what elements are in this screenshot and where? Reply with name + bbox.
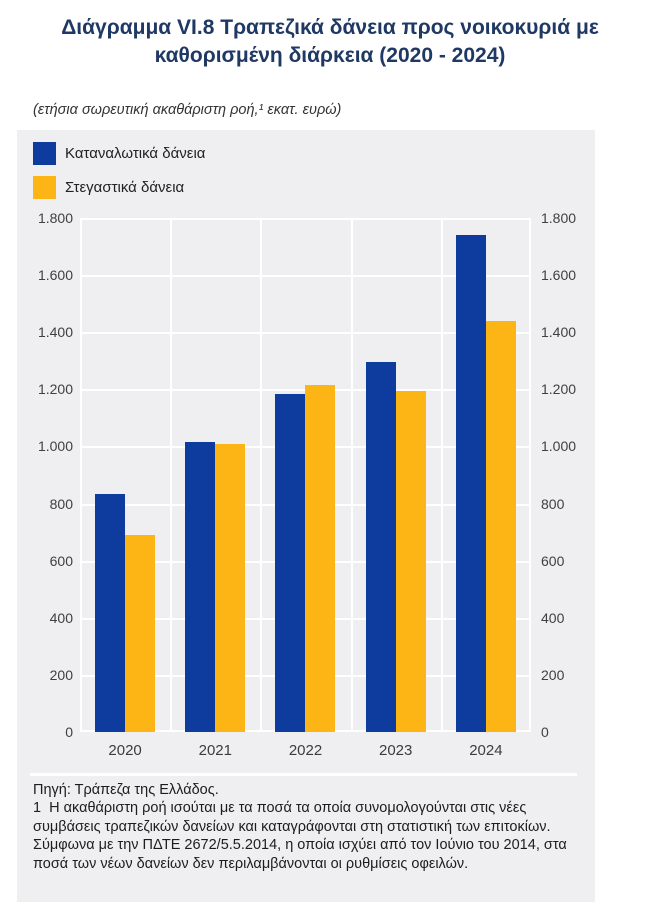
gridline-horizontal bbox=[80, 218, 531, 220]
gridline-vertical bbox=[350, 218, 353, 732]
x-axis-label-2021: 2021 bbox=[198, 742, 232, 759]
legend-item-mortgage-loans: Στεγαστικά δάνεια bbox=[33, 176, 184, 199]
bar-consumer-2024 bbox=[455, 235, 486, 732]
y-tick-label-left: 1.000 bbox=[37, 438, 73, 455]
legend-swatch-consumer-loans bbox=[33, 142, 56, 165]
bar-mortgage-2021 bbox=[215, 443, 246, 732]
bar-consumer-2023 bbox=[365, 362, 396, 732]
page-title: Διάγραμμα VI.8 Τραπεζικά δάνεια προς νοι… bbox=[61, 16, 599, 68]
y-tick-label-left: 1.400 bbox=[37, 324, 73, 341]
y-tick-label-right: 400 bbox=[541, 609, 565, 626]
y-tick-label-right: 1.200 bbox=[541, 381, 577, 398]
chart-footer: Πηγή: Τράπεζα της Ελλάδος. 1 Η ακαθάριστ… bbox=[33, 781, 586, 873]
y-axis-right: 1.800 1.600 1.400 1.200 1.000 800 600 400 200 0 bbox=[541, 210, 595, 740]
y-tick-label-left: 400 bbox=[49, 609, 73, 626]
y-tick-label-left: 800 bbox=[49, 495, 73, 512]
y-tick-label-right: 800 bbox=[541, 495, 565, 512]
y-tick-label-left: 200 bbox=[49, 666, 73, 683]
legend-swatch-mortgage-loans bbox=[33, 176, 56, 199]
gridline-horizontal bbox=[80, 332, 531, 335]
bar-consumer-2020 bbox=[95, 493, 126, 732]
bar-group-2023 bbox=[351, 218, 441, 732]
bar-consumer-2021 bbox=[185, 442, 216, 732]
y-tick-label-right: 0 bbox=[541, 724, 549, 740]
source-text: Πηγή: Τράπεζα της Ελλάδος. bbox=[33, 782, 219, 798]
footer-separator bbox=[30, 773, 577, 776]
chart-subtitle: (ετήσια σωρευτική ακαθάριστη ροή,¹ εκατ.… bbox=[33, 102, 342, 118]
y-tick-label-left: 1.800 bbox=[37, 210, 73, 226]
gridline-vertical bbox=[260, 218, 263, 732]
bar-group-2020 bbox=[80, 218, 170, 732]
gridline-horizontal bbox=[80, 275, 531, 278]
gridline-vertical bbox=[529, 218, 531, 732]
legend-label-consumer-loans: Καταναλωτικά δάνεια bbox=[65, 145, 206, 162]
legend-label-mortgage-loans: Στεγαστικά δάνεια bbox=[65, 179, 185, 196]
legend-item-consumer-loans: Καταναλωτικά δάνεια bbox=[33, 142, 205, 165]
y-tick-label-right: 600 bbox=[541, 552, 565, 569]
y-tick-label-left: 0 bbox=[65, 724, 73, 740]
bar-mortgage-2024 bbox=[485, 320, 516, 732]
bar-group-2021 bbox=[170, 218, 260, 732]
bar-mortgage-2020 bbox=[125, 534, 156, 732]
bar-mortgage-2022 bbox=[305, 385, 336, 732]
y-axis-left: 1.800 1.600 1.400 1.200 1.000 800 600 400 200 0 bbox=[17, 210, 73, 740]
x-axis-label-2022: 2022 bbox=[288, 742, 323, 759]
y-tick-label-right: 200 bbox=[541, 666, 565, 683]
gridline-vertical bbox=[440, 218, 443, 732]
chart-panel: Καταναλωτικά δάνεια Στεγαστικά δάνεια 1.… bbox=[17, 130, 595, 902]
footnote-text: 1 Η ακαθάριστη ροή ισούται με τα ποσά τα… bbox=[33, 800, 567, 872]
bar-mortgage-2023 bbox=[395, 390, 426, 732]
y-tick-label-left: 1.600 bbox=[37, 267, 73, 284]
bar-group-2022 bbox=[260, 218, 350, 732]
y-tick-label-right: 1.800 bbox=[541, 210, 577, 226]
plot-area bbox=[80, 218, 531, 732]
bar-consumer-2022 bbox=[275, 393, 306, 732]
gridline-vertical bbox=[170, 218, 173, 732]
x-axis-label-2020: 2020 bbox=[108, 742, 142, 759]
bar-group-2024 bbox=[441, 218, 531, 732]
x-axis: 2020 2021 2022 2023 2024 bbox=[80, 742, 531, 764]
y-tick-label-left: 600 bbox=[49, 552, 73, 569]
y-tick-label-left: 1.200 bbox=[37, 381, 73, 398]
x-axis-label-2023: 2023 bbox=[379, 742, 413, 759]
x-axis-label-2024: 2024 bbox=[469, 742, 503, 759]
y-tick-label-right: 1.400 bbox=[541, 324, 577, 341]
gridline-vertical bbox=[80, 218, 82, 732]
y-tick-label-right: 1.000 bbox=[541, 438, 577, 455]
y-tick-label-right: 1.600 bbox=[541, 267, 577, 284]
